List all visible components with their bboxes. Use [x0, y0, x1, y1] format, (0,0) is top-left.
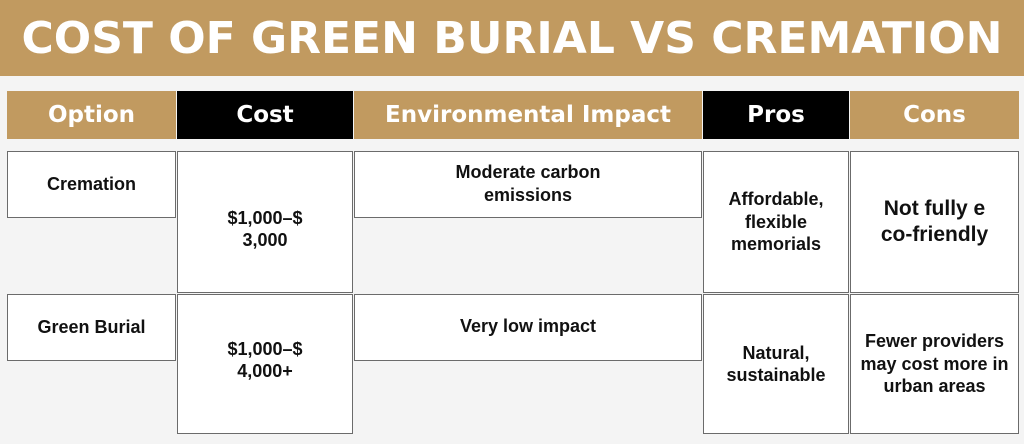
table-row-cremation-cost: $1,000–$ 3,000: [177, 151, 353, 293]
table-row-green-burial-pros: Natural, sustainable: [703, 294, 849, 434]
cell-text: Fewer providers may cost more in urban a…: [860, 331, 1009, 397]
table-row-cremation-environmental-impact: Moderate carbon emissions: [354, 151, 702, 218]
cell-text: Moderate carbon emissions: [455, 162, 601, 205]
table-row-green-burial-environmental-impact: Very low impact: [354, 294, 702, 361]
table-row-cremation-pros: Affordable, flexible memorials: [703, 151, 849, 293]
header-option: Option: [7, 91, 176, 139]
table-row-green-burial-cons: Fewer providers may cost more in urban a…: [850, 294, 1019, 434]
cell-text: Very low impact: [459, 316, 597, 336]
header-cost: Cost: [177, 91, 353, 139]
cell-text: $1,000–$ 3,000: [227, 207, 303, 251]
cell-text: Not fully eco-friendly: [880, 196, 989, 246]
cell-text: $1,000–$ 4,000+: [227, 338, 303, 382]
header-environmental-impact: Environmental Impact: [354, 91, 702, 139]
table-row-cremation-cons: Not fully eco-friendly: [850, 151, 1019, 293]
cell-text: Natural, sustainable: [726, 342, 826, 386]
page-title: COST OF GREEN BURIAL VS CREMATION: [21, 12, 1003, 64]
cell-text: Green Burial: [37, 317, 146, 338]
title-banner: COST OF GREEN BURIAL VS CREMATION: [0, 0, 1024, 76]
cell-text: Cremation: [46, 174, 136, 195]
header-pros: Pros: [703, 91, 849, 139]
table-row-cremation-option: Cremation: [7, 151, 176, 218]
header-cons: Cons: [850, 91, 1019, 139]
cell-text: Affordable, flexible memorials: [728, 189, 824, 255]
table-row-green-burial-option: Green Burial: [7, 294, 176, 361]
table-row-green-burial-cost: $1,000–$ 4,000+: [177, 294, 353, 434]
